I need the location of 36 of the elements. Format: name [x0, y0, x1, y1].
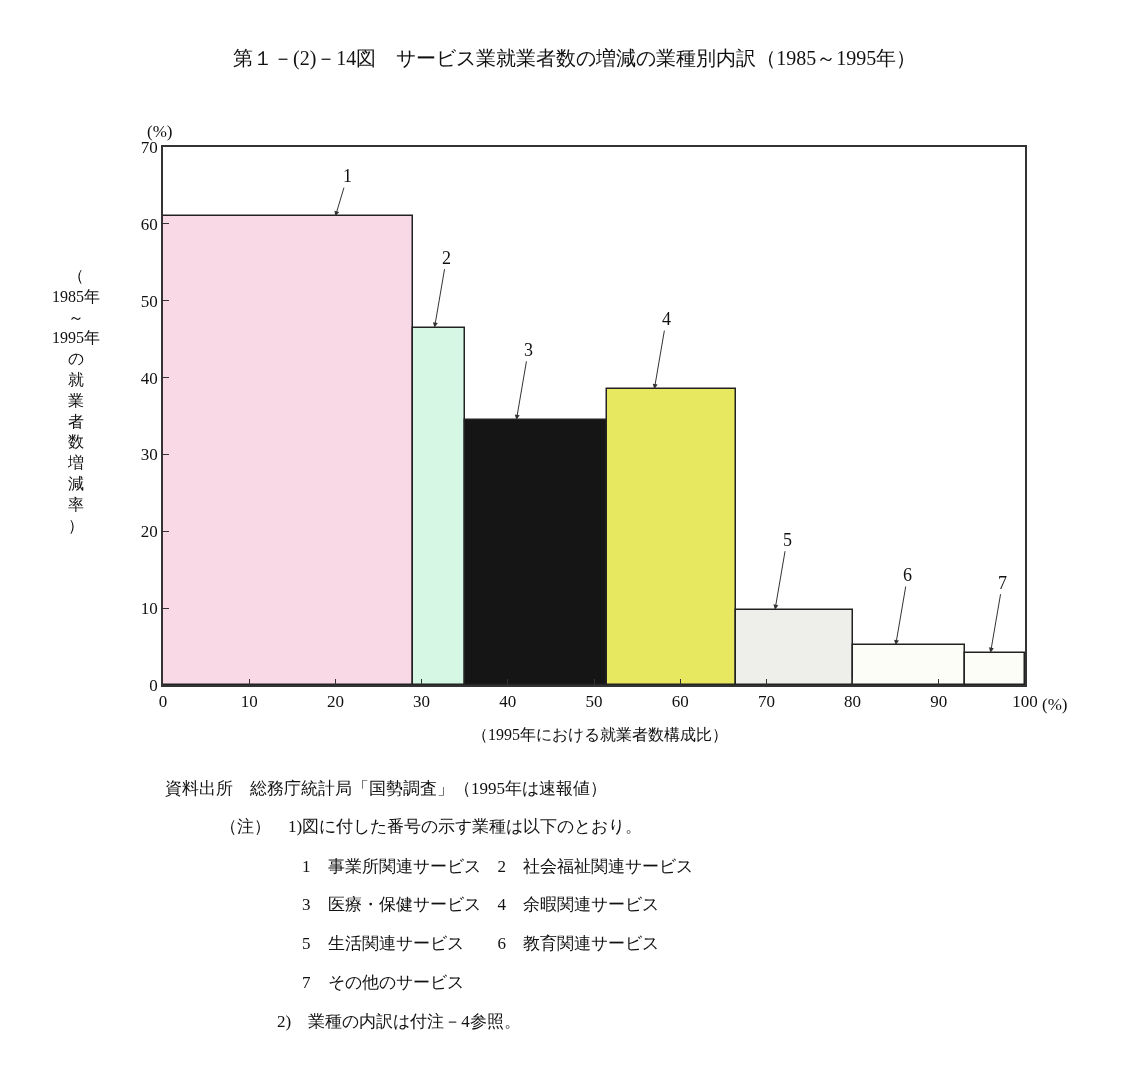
text: 2) 業種の内訳は付注－4参照。: [277, 1012, 521, 1031]
y-tick-label: 10: [140, 599, 158, 619]
text: 1 事業所関連サービス 2 社会福祉関連サービス: [302, 857, 693, 876]
text: 資料出所 総務庁統計局「国勢調査」（1995年は速報値）: [165, 779, 607, 798]
x-tick-label: 60: [671, 692, 689, 712]
y-tick-label: 60: [140, 214, 158, 234]
x-tick-label: 100: [1012, 692, 1038, 712]
annotation: 2: [442, 248, 451, 268]
y-tick-label: 0: [149, 675, 158, 695]
text: 5 生活関連サービス 6 教育関連サービス: [302, 934, 659, 953]
text: 7 その他のサービス: [302, 973, 464, 992]
text: 3 医療・保健サービス 4 余暇関連サービス: [302, 895, 659, 914]
annotation: 1: [343, 166, 352, 186]
x-axis-title: （1995年における就業者数構成比）: [472, 726, 728, 743]
x-tick-label: 50: [585, 692, 603, 712]
annotation: 5: [783, 530, 792, 550]
text: (%): [1042, 695, 1068, 714]
x-tick-label: 40: [499, 692, 517, 712]
x-tick-label: 30: [413, 692, 431, 712]
annotation: 7: [998, 573, 1007, 593]
annotation: 3: [524, 340, 533, 360]
annotation: 4: [662, 309, 671, 329]
x-tick-label: 10: [240, 692, 258, 712]
text: （注） 1)図に付した番号の示す業種は以下のとおり。: [220, 817, 643, 836]
y-tick-label: 30: [140, 445, 158, 465]
y-tick-label: 20: [140, 522, 158, 542]
y-tick-label: 40: [140, 368, 158, 388]
x-tick-label: 90: [930, 692, 948, 712]
x-tick-label: 20: [326, 692, 344, 712]
annotation: 6: [903, 565, 912, 585]
chart-title: 第１－(2)－14図 サービス業就業者数の増減の業種別内訳（1985～1995年）: [233, 47, 917, 70]
y-tick-label: 50: [140, 291, 158, 311]
x-tick-label: 80: [844, 692, 862, 712]
text: (%): [147, 122, 173, 141]
x-tick-label: 70: [757, 692, 775, 712]
text: （1985年～1995年の就業者数増減率）: [52, 267, 100, 534]
